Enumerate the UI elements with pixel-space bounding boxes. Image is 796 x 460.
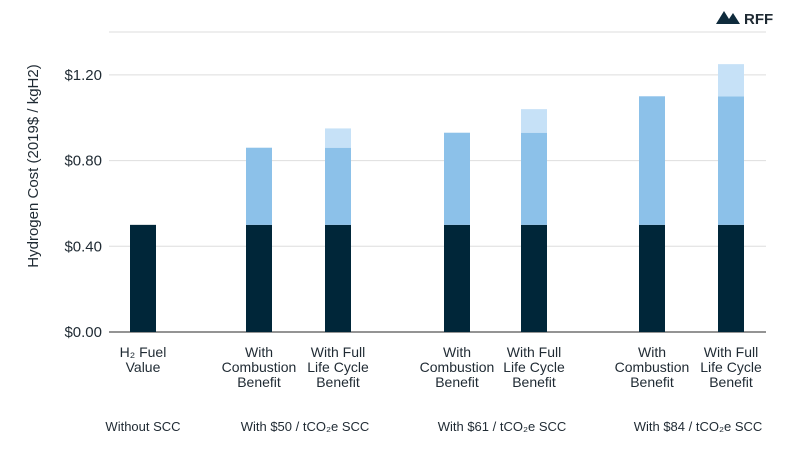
bar-segment-lifecycle <box>718 64 744 97</box>
category-label: With Combustion Benefit <box>420 344 495 390</box>
bar-segment-base <box>521 224 547 332</box>
category-label: With Combustion Benefit <box>615 344 690 390</box>
gridlines <box>109 31 766 333</box>
rff-mountain-icon <box>716 11 740 24</box>
bar-segment-combustion <box>718 96 744 225</box>
category-label: With Full Life Cycle Benefit <box>307 344 369 390</box>
bar-segment-base <box>718 224 744 332</box>
bar-segment-combustion <box>521 132 547 225</box>
bar-segment-lifecycle <box>521 109 547 133</box>
group-labels: Without SCC With $50 / tCO₂e SCC With $61 … <box>105 419 762 434</box>
bar-segment-lifecycle <box>325 128 351 148</box>
bar-segment-base <box>444 224 470 332</box>
bar-segment-combustion <box>639 96 665 225</box>
bars <box>130 64 744 332</box>
category-label: H₂ Fuel Value <box>120 344 167 375</box>
category-label: With Full Life Cycle Benefit <box>503 344 565 390</box>
bar-segment-base <box>246 224 272 332</box>
bar-segment-base <box>639 224 665 332</box>
y-tick-label: $0.40 <box>64 238 102 255</box>
y-axis-title: Hydrogen Cost (2019$ / kgH2) <box>25 64 42 267</box>
y-tick-label: $1.20 <box>64 67 102 84</box>
bar-segment-combustion <box>325 147 351 225</box>
group-label: With $50 / tCO₂e SCC <box>241 419 370 434</box>
brand-name: RFF <box>744 11 773 28</box>
group-label: With $61 / tCO₂e SCC <box>438 419 567 434</box>
y-tick-labels: $0.00 $0.40 $0.80 $1.20 <box>64 67 102 341</box>
y-tick-label: $0.80 <box>64 153 102 170</box>
bar-segment-base <box>325 224 351 332</box>
category-label: With Combustion Benefit <box>222 344 297 390</box>
bar-segment-combustion <box>246 147 272 225</box>
group-label: With $84 / tCO₂e SCC <box>634 419 763 434</box>
bar-segment-combustion <box>444 132 470 225</box>
bar-segment-base <box>130 224 156 332</box>
category-label: With Full Life Cycle Benefit <box>700 344 762 390</box>
y-tick-label: $0.00 <box>64 324 102 341</box>
rff-logo: RFF <box>716 11 773 28</box>
group-label: Without SCC <box>105 419 180 434</box>
